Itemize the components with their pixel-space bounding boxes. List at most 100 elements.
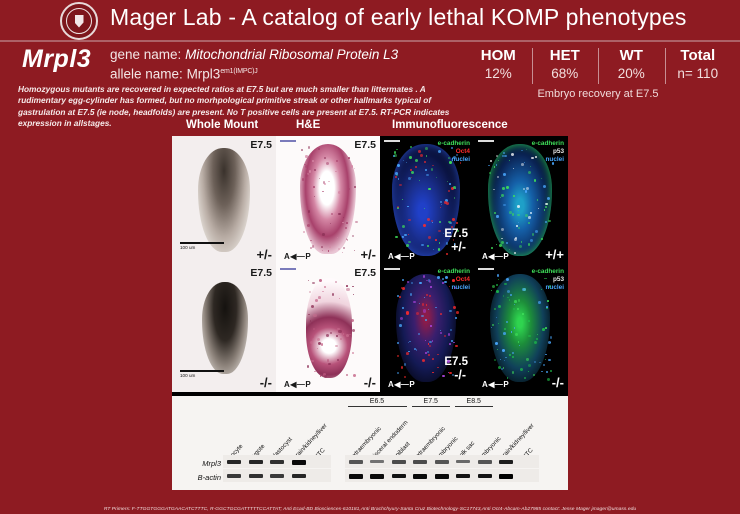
image-texture-speck	[399, 184, 402, 187]
image-texture-speck	[404, 234, 406, 236]
image-texture-speck	[418, 150, 421, 153]
image-texture-speck	[489, 172, 491, 174]
image-texture-speck	[493, 189, 495, 191]
image-texture-speck	[354, 250, 355, 251]
panel-stage-label: E7.5	[354, 267, 376, 279]
image-texture-speck	[496, 215, 498, 217]
image-texture-speck	[432, 358, 434, 360]
image-texture-speck	[428, 188, 431, 191]
image-texture-speck	[453, 342, 455, 344]
gel-band	[292, 460, 306, 465]
panel-axis-label: A◀—P	[388, 380, 415, 389]
gel-band	[270, 474, 284, 478]
image-texture-speck	[308, 146, 310, 148]
stat-total-value: n= 110	[665, 65, 732, 83]
image-texture-speck	[550, 370, 552, 372]
image-texture-speck	[497, 176, 499, 178]
image-texture-speck	[452, 279, 455, 282]
stat-total: Total n= 110	[665, 46, 732, 88]
image-texture-speck	[501, 238, 502, 239]
image-texture-speck	[319, 279, 322, 282]
image-texture-speck	[438, 230, 440, 232]
image-texture-speck	[308, 210, 310, 212]
panel-genotype-label: +/+	[545, 247, 564, 262]
image-texture-speck	[411, 171, 414, 174]
image-texture-speck	[496, 244, 497, 245]
image-texture-speck	[423, 275, 425, 277]
image-texture-speck	[545, 359, 547, 361]
image-texture-speck	[512, 352, 514, 354]
panel-genotype-label: +/-	[451, 240, 466, 254]
panel-axis-label: A◀—P	[482, 252, 509, 261]
image-texture-speck	[342, 252, 343, 253]
gel-band	[478, 474, 492, 478]
image-texture-speck	[426, 304, 427, 305]
image-texture-speck	[518, 299, 521, 302]
panel-if-p53-hom: e-cadherin p53 nuclei A◀—P -/-	[474, 264, 568, 392]
image-texture-speck	[494, 308, 496, 310]
image-texture-speck	[432, 340, 434, 342]
image-texture-speck	[336, 160, 338, 162]
image-texture-speck	[430, 325, 431, 326]
image-texture-speck	[528, 320, 530, 322]
gel-band	[227, 460, 241, 464]
image-texture-speck	[355, 221, 358, 224]
image-texture-speck	[514, 300, 517, 303]
image-texture-speck	[305, 174, 307, 176]
gel-band	[370, 460, 384, 463]
image-texture-speck	[321, 343, 323, 345]
scalebar-line	[478, 268, 494, 270]
image-texture-speck	[318, 148, 320, 150]
image-texture-speck	[528, 243, 530, 245]
image-texture-speck	[504, 155, 506, 157]
image-texture-speck	[310, 247, 312, 249]
image-texture-speck	[548, 220, 551, 223]
scalebar-label: 100 um	[180, 373, 224, 378]
image-texture-speck	[517, 205, 520, 208]
image-texture-speck	[430, 286, 431, 287]
image-texture-speck	[451, 226, 453, 228]
channel-label-e-cadherin: e-cadherin	[438, 268, 470, 276]
gel-row-label: B-actin	[198, 473, 221, 482]
gel-stage-header-label: E7.5	[412, 398, 450, 407]
image-texture-speck	[541, 238, 542, 239]
rt-pcr-gel: E6.5 E7.5 E8.5 oocyte zygote blastocyst brain…	[172, 396, 568, 490]
panel-whole-mount-het: E7.5 +/- 100 um	[172, 136, 278, 264]
image-texture-speck	[352, 352, 354, 354]
gel-band	[478, 460, 492, 464]
column-caption-whole-mount: Whole Mount	[186, 119, 258, 131]
scalebar-line	[280, 140, 296, 142]
stat-hom-value: 12%	[465, 65, 532, 83]
image-texture-speck	[423, 309, 426, 312]
gel-band	[227, 474, 241, 478]
image-texture-speck	[429, 345, 431, 347]
page-header: Mager Lab - A catalog of early lethal KO…	[0, 0, 740, 40]
image-texture-speck	[446, 253, 448, 255]
image-texture-speck	[503, 152, 505, 154]
image-texture-speck	[442, 375, 444, 377]
image-texture-speck	[448, 372, 449, 373]
image-texture-speck	[404, 363, 406, 365]
image-texture-speck	[308, 280, 309, 281]
image-texture-speck	[402, 279, 404, 281]
image-texture-speck	[525, 214, 528, 217]
image-texture-speck	[538, 208, 539, 209]
image-texture-speck	[397, 372, 399, 374]
image-texture-speck	[449, 310, 451, 312]
channel-label-oct4: Oct4	[456, 148, 470, 156]
image-texture-speck	[548, 359, 550, 361]
image-texture-speck	[517, 214, 520, 217]
image-texture-speck	[303, 231, 304, 232]
image-texture-speck	[346, 288, 349, 291]
header-divider	[0, 40, 740, 42]
image-texture-speck	[457, 230, 459, 232]
gene-name-value: Mitochondrial Ribosomal Protein L3	[185, 47, 398, 62]
image-texture-speck	[335, 345, 337, 347]
stat-total-key: Total	[665, 46, 732, 65]
allele-name-label: allele name:	[110, 67, 183, 82]
image-texture-speck	[409, 341, 411, 343]
image-texture-speck	[550, 286, 551, 287]
gel-band	[392, 474, 406, 478]
image-texture-speck	[305, 155, 307, 157]
gel-band	[499, 460, 513, 464]
